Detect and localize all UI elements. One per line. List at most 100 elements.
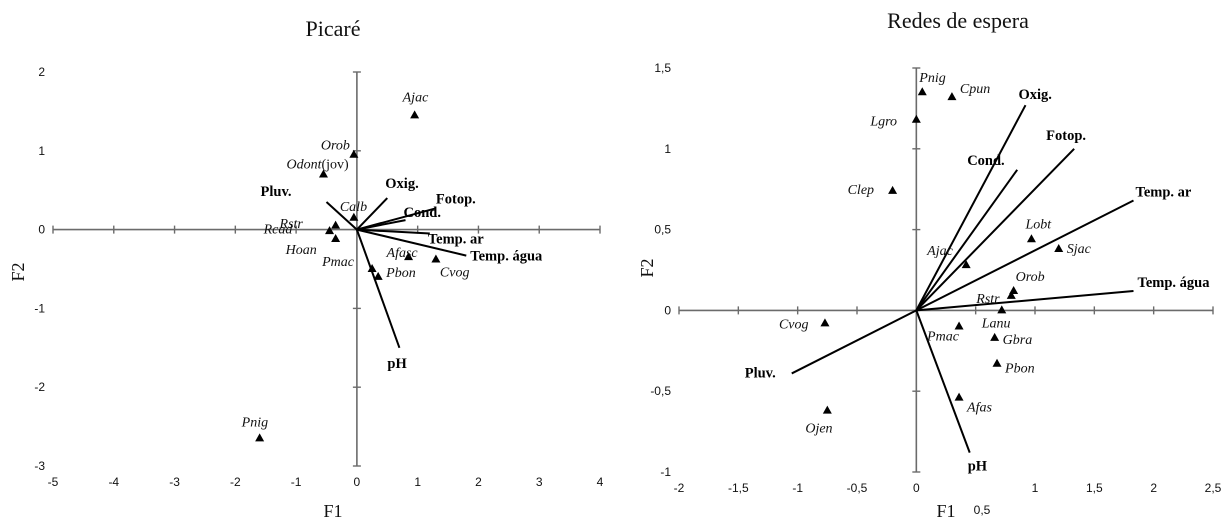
- vector-fotop: [915, 148, 1075, 312]
- x-tick-label: -3: [169, 475, 180, 489]
- x-tick-label: -5: [48, 475, 59, 489]
- vector-oxig: [915, 104, 1027, 311]
- point-label-ajac: Ajac: [402, 90, 429, 105]
- y-axis-title: F2: [8, 262, 28, 281]
- y-tick-label: -1: [34, 301, 45, 315]
- point-label-pnig: Pnig: [918, 71, 945, 86]
- point-label-cvog: Cvog: [779, 317, 809, 332]
- point-marker-pnig: [917, 87, 927, 96]
- x-tick-label: -2: [674, 481, 685, 495]
- point-label-sjac: Sjac: [1067, 242, 1092, 257]
- x-tick-label: -0,5: [847, 481, 868, 495]
- y-tick-label: -1: [660, 465, 671, 479]
- y-axis-title: F2: [637, 258, 657, 277]
- vector-cond: [915, 169, 1019, 311]
- y-tick-label: 0,5: [654, 223, 671, 237]
- point-marker-rcad: [331, 220, 341, 229]
- point-label-pbon: Pbon: [385, 266, 416, 281]
- point-label-rstr: Rstr: [975, 292, 1000, 307]
- y-tick-label: 0: [38, 223, 45, 237]
- x-tick-label: -1,5: [728, 481, 749, 495]
- point-marker-pbon: [373, 271, 383, 280]
- x-tick-label: 2: [475, 475, 482, 489]
- vector-label-temp-agua: Temp. água: [470, 249, 543, 265]
- x-tick-label: 2,5: [1205, 481, 1222, 495]
- point-marker-lanu: [997, 305, 1007, 314]
- point-marker-afas: [954, 392, 964, 401]
- point-label-rcad: Rcad: [263, 223, 294, 238]
- vector-label-fotop: Fotop.: [436, 191, 476, 207]
- x-tick-label: -4: [108, 475, 119, 489]
- y-tick-label: 0: [664, 303, 671, 317]
- point-marker-pbon: [992, 358, 1002, 367]
- vector-temp-ar: [356, 228, 430, 235]
- point-label-orob: Orob: [1016, 270, 1045, 285]
- vector-ph: [915, 310, 971, 453]
- vector-temp-agua: [916, 290, 1134, 312]
- point-label-pnig: Pnig: [241, 415, 268, 430]
- point-marker-ajac: [410, 110, 420, 119]
- point-label-afas: Afas: [966, 401, 992, 416]
- point-marker-lgro: [911, 114, 921, 123]
- point-marker-cvog: [820, 318, 830, 327]
- point-marker-hoan: [331, 234, 341, 243]
- vector-pluv: [325, 201, 358, 231]
- vector-ph: [355, 229, 401, 349]
- x-tick-label: 4: [597, 475, 604, 489]
- point-marker-ojen: [822, 405, 832, 414]
- y-tick-label: 1,5: [654, 61, 671, 75]
- point-label-orob: Orob: [321, 139, 350, 154]
- vector-temp-agua: [356, 228, 467, 257]
- x-tick-label: 0: [354, 475, 361, 489]
- point-label-lanu: Lanu: [981, 316, 1011, 331]
- vector-label-oxig: Oxig.: [385, 176, 418, 192]
- point-marker-lobt: [1026, 234, 1036, 243]
- picare-biplot: Picaré -5 -4 -3 -2 -1 0 1 2 3 4 2 1 0 -1 -2 -3 F1 F2 Pluv. O…: [8, 16, 604, 521]
- vector-label-temp-agua: Temp. água: [1137, 275, 1210, 291]
- point-marker-cpun: [947, 92, 957, 101]
- x-axis-extra-label: 0,5: [974, 503, 991, 517]
- x-tick-label: -2: [230, 475, 241, 489]
- vector-label-temp-ar: Temp. ar: [428, 232, 484, 248]
- point-label-suffix: (jov): [321, 157, 349, 172]
- y-tick-label: -2: [34, 380, 45, 394]
- x-tick-label: 3: [536, 475, 543, 489]
- point-label-clep: Clep: [848, 183, 874, 198]
- x-tick-label: -1: [792, 481, 803, 495]
- x-axis-title: F1: [936, 501, 955, 521]
- vector-label-ph: pH: [968, 459, 988, 475]
- vector-cond: [356, 219, 406, 231]
- point-label-pmac: Pmac: [926, 330, 960, 345]
- vector-label-temp-ar: Temp. ar: [1135, 185, 1191, 201]
- point-marker-odont: [318, 169, 328, 178]
- point-marker-rstr: [1006, 290, 1016, 299]
- point-marker-cvog: [431, 254, 441, 263]
- point-label-afasc: Afasc: [386, 246, 419, 261]
- x-tick-label: 1: [1032, 481, 1039, 495]
- point-label-ajac: Ajac: [926, 244, 953, 259]
- vector-label-oxig: Oxig.: [1019, 87, 1052, 103]
- x-tick-label: 1,5: [1086, 481, 1103, 495]
- point-label-gbra: Gbra: [1003, 333, 1033, 348]
- point-marker-pmac: [367, 264, 377, 272]
- vector-label-pluv: Pluv.: [745, 365, 776, 381]
- vector-label-cond: Cond.: [404, 205, 441, 221]
- point-marker-ajac: [961, 260, 971, 269]
- point-label-cvog: Cvog: [440, 266, 470, 281]
- point-label-cpun: Cpun: [960, 82, 990, 97]
- x-tick-label: 0: [913, 481, 920, 495]
- vector-temp-ar: [915, 199, 1134, 312]
- x-axis-title: F1: [323, 501, 342, 521]
- vector-label-cond: Cond.: [967, 153, 1004, 169]
- chart-title: Redes de espera: [887, 8, 1029, 33]
- vector-oxig: [356, 197, 388, 231]
- vector-label-fotop: Fotop.: [1046, 128, 1086, 144]
- point-label-lobt: Lobt: [1024, 217, 1052, 232]
- vector-label-ph: pH: [387, 356, 407, 372]
- chart-title: Picaré: [306, 16, 361, 41]
- point-label-hoan: Hoan: [285, 243, 317, 258]
- point-label-lgro: Lgro: [869, 115, 897, 130]
- y-tick-label: -3: [34, 459, 45, 473]
- vector-pluv: [791, 309, 917, 375]
